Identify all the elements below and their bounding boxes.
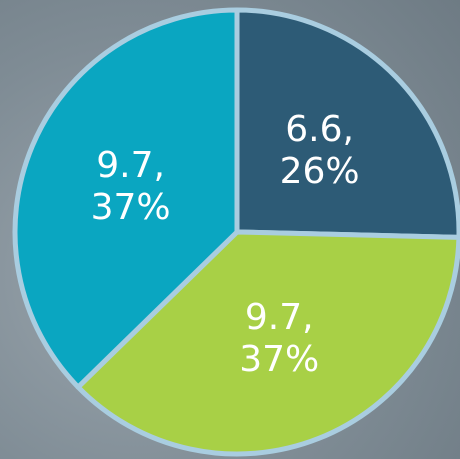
pie-slice bbox=[234, 7, 460, 240]
data-label: 9.7, 37% bbox=[239, 297, 320, 381]
data-label: 6.6, 26% bbox=[279, 109, 360, 193]
pie-slice bbox=[12, 7, 240, 390]
pie-slice bbox=[75, 229, 460, 457]
data-label: 9.7, 37% bbox=[90, 145, 171, 229]
